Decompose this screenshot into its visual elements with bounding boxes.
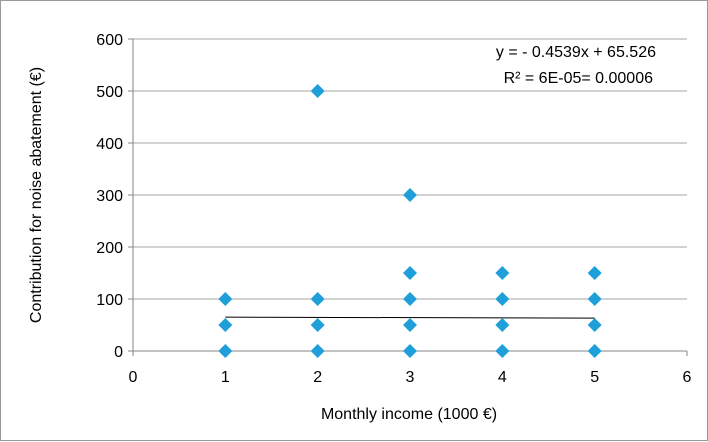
data-point-diamond xyxy=(495,292,510,306)
data-point-diamond xyxy=(310,84,325,98)
y-tick-label: 400 xyxy=(96,136,123,153)
data-point-diamond xyxy=(310,318,325,332)
r-squared-label: R² = 6E-05= 0.00006 xyxy=(504,70,654,87)
x-tick-label: 1 xyxy=(221,369,230,386)
x-tick-label: 6 xyxy=(683,369,692,386)
x-tick-label: 3 xyxy=(406,369,415,386)
data-point-diamond xyxy=(403,344,417,358)
x-tick-label: 2 xyxy=(313,369,322,386)
y-tick-label: 500 xyxy=(96,84,123,101)
x-axis-title: Monthly income (1000 €) xyxy=(321,406,497,423)
data-point-diamond xyxy=(218,344,233,358)
data-point-diamond xyxy=(495,318,510,332)
y-axis-title: Contribution for noise abatement (€) xyxy=(28,67,45,323)
data-point-diamond xyxy=(310,344,325,358)
data-point-diamond xyxy=(218,292,233,306)
data-points xyxy=(218,84,602,358)
data-point-diamond xyxy=(495,266,510,280)
y-tick-label: 200 xyxy=(96,240,123,257)
linear-trendline xyxy=(225,316,595,319)
y-tick-label: 600 xyxy=(96,32,123,49)
x-tick-labels: 0 1 2 3 4 5 6 xyxy=(129,369,692,386)
y-tick-label: 100 xyxy=(96,292,123,309)
data-point-diamond xyxy=(587,292,602,306)
trendline-equation: y = - 0.4539x + 65.526 xyxy=(496,44,656,61)
x-tick-label: 0 xyxy=(129,369,138,386)
data-point-diamond xyxy=(218,318,233,332)
y-tick-labels: 0 100 200 300 400 500 600 xyxy=(96,32,123,361)
data-point-diamond xyxy=(403,266,417,280)
data-point-diamond xyxy=(587,266,602,280)
trendline-layer xyxy=(225,316,595,319)
data-point-diamond xyxy=(403,318,417,332)
x-tick-label: 4 xyxy=(498,369,507,386)
y-tick-label: 0 xyxy=(114,344,123,361)
y-tick-label: 300 xyxy=(96,188,123,205)
data-point-diamond xyxy=(403,188,417,202)
data-point-diamond xyxy=(310,292,325,306)
data-point-diamond xyxy=(587,318,602,332)
data-point-diamond xyxy=(403,292,417,306)
data-point-diamond xyxy=(495,344,510,358)
x-tick-label: 5 xyxy=(590,369,599,386)
data-point-diamond xyxy=(587,344,602,358)
